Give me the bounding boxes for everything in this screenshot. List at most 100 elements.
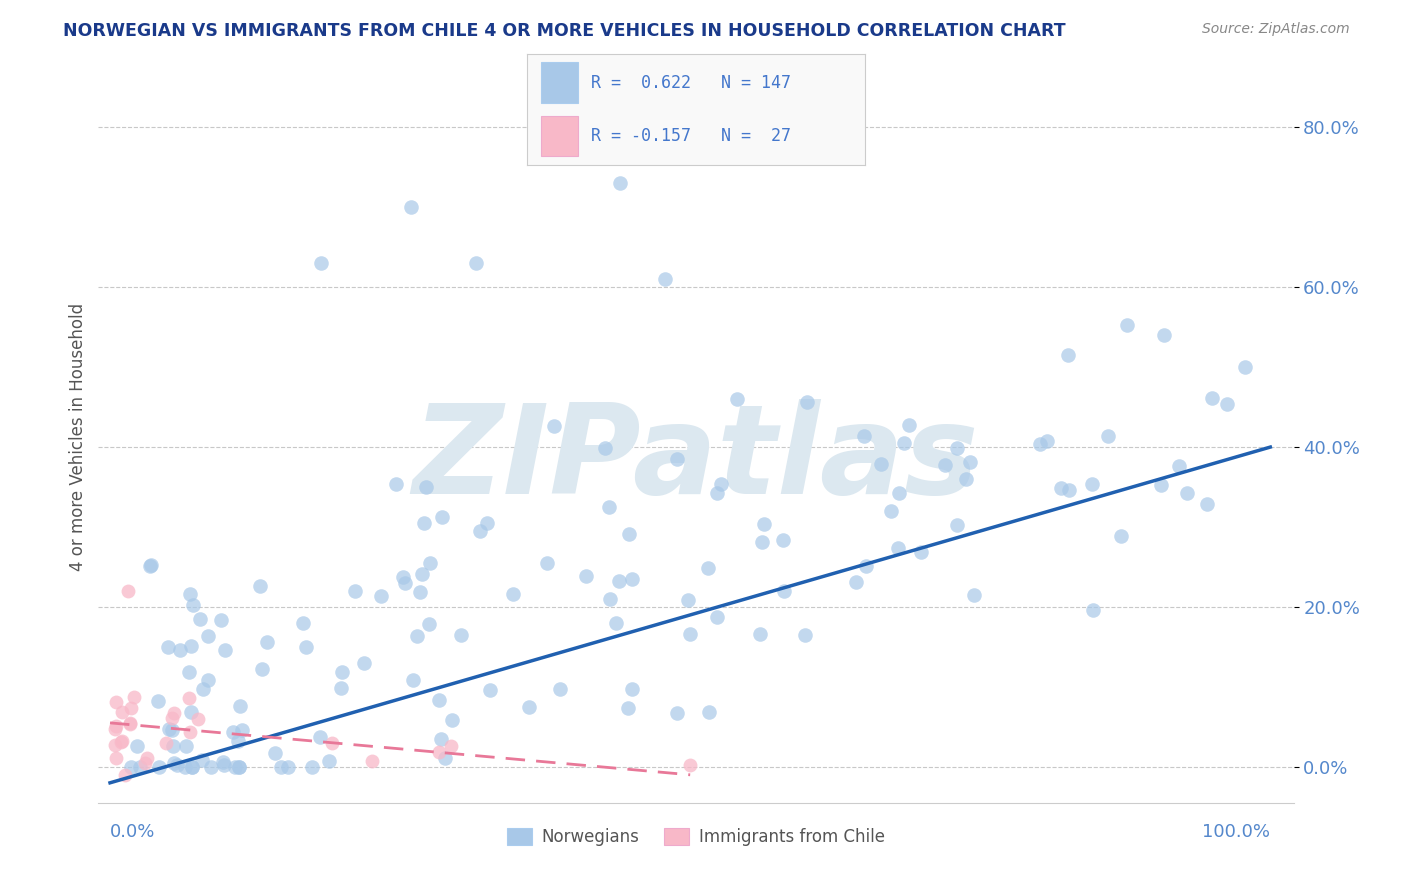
Point	[122, 690, 145, 705]
Point	[187, 712, 209, 726]
Point	[598, 500, 620, 515]
Point	[1233, 360, 1256, 375]
Point	[699, 705, 721, 719]
Point	[411, 567, 433, 582]
Point	[197, 629, 219, 643]
Point	[134, 756, 156, 770]
Point	[415, 480, 437, 494]
Point	[162, 739, 184, 753]
Point	[845, 575, 868, 590]
Point	[361, 755, 384, 769]
Point	[104, 722, 127, 736]
Point	[402, 673, 425, 688]
Point	[1029, 437, 1052, 451]
Point	[725, 392, 748, 406]
Point	[222, 724, 245, 739]
Point	[959, 455, 981, 469]
Point	[343, 583, 366, 598]
Point	[1167, 458, 1189, 473]
Text: 0.0%: 0.0%	[110, 822, 156, 841]
Point	[292, 616, 315, 631]
Point	[706, 610, 728, 624]
Point	[277, 760, 299, 774]
Point	[353, 656, 375, 670]
Point	[117, 584, 139, 599]
Point	[1081, 603, 1104, 617]
Point	[429, 692, 451, 706]
Point	[676, 592, 699, 607]
Point	[308, 731, 330, 745]
Point	[105, 719, 128, 733]
Point	[330, 665, 353, 679]
Point	[179, 587, 201, 601]
Point	[946, 518, 969, 533]
Point	[188, 612, 211, 626]
Point	[793, 627, 815, 641]
Point	[309, 256, 332, 270]
Point	[125, 739, 148, 753]
Point	[179, 725, 201, 739]
Point	[440, 739, 463, 753]
Point	[536, 556, 558, 570]
Point	[148, 760, 170, 774]
Point	[163, 756, 186, 770]
Point	[1050, 481, 1073, 495]
Point	[887, 541, 910, 556]
Point	[620, 682, 643, 697]
Point	[111, 734, 134, 748]
Point	[605, 615, 627, 630]
Point	[853, 429, 876, 443]
Point	[430, 510, 453, 524]
Point	[191, 681, 214, 696]
Point	[114, 768, 136, 782]
Point	[517, 699, 540, 714]
Point	[502, 587, 524, 601]
Point	[617, 526, 640, 541]
Point	[1175, 485, 1198, 500]
Point	[440, 713, 463, 727]
Point	[620, 572, 643, 586]
Text: R =  0.622   N = 147: R = 0.622 N = 147	[592, 73, 792, 92]
Point	[880, 504, 903, 518]
Point	[1035, 434, 1057, 448]
Point	[120, 716, 142, 731]
Point	[155, 736, 177, 750]
Point	[209, 613, 232, 627]
Point	[104, 750, 127, 764]
Point	[228, 760, 250, 774]
Point	[1150, 477, 1173, 491]
Point	[148, 694, 170, 708]
Point	[710, 476, 733, 491]
Point	[157, 640, 180, 654]
Point	[105, 696, 128, 710]
Point	[897, 418, 920, 433]
Text: 100.0%: 100.0%	[1202, 822, 1270, 841]
Point	[1201, 391, 1223, 405]
Point	[180, 639, 202, 653]
Point	[163, 706, 186, 721]
Point	[1109, 528, 1132, 542]
Point	[1097, 429, 1119, 443]
Point	[399, 200, 422, 214]
Point	[214, 643, 236, 657]
Point	[249, 579, 271, 593]
Point	[120, 760, 142, 774]
Point	[111, 706, 134, 720]
Point	[391, 570, 413, 584]
Point	[477, 516, 499, 531]
Point	[264, 746, 287, 760]
Point	[654, 272, 676, 286]
Point	[887, 486, 910, 500]
Point	[593, 442, 616, 456]
Point	[413, 516, 436, 530]
Point	[679, 758, 702, 772]
Point	[773, 584, 796, 599]
Point	[318, 754, 340, 768]
Point	[855, 559, 877, 574]
Point	[706, 486, 728, 500]
Point	[394, 576, 416, 591]
Point	[160, 711, 183, 725]
Point	[946, 441, 969, 455]
Point	[129, 760, 152, 774]
Point	[751, 535, 773, 549]
